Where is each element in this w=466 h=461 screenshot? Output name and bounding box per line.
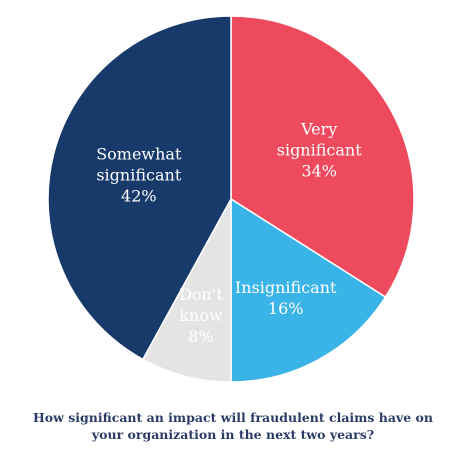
caption-line-2: your organization in the next two years?: [91, 427, 375, 442]
pie-category-label: Insignificant: [235, 278, 337, 297]
pie-value-label: 34%: [301, 162, 337, 181]
pie-category-label: Somewhat: [96, 144, 182, 163]
pie-label-somewhat-significant: Somewhat significant 42%: [96, 144, 182, 205]
pie-value-label: 8%: [188, 327, 213, 346]
pie-value-label: 16%: [268, 299, 304, 318]
pie-slice-very-significant: [230, 15, 415, 299]
pie-category-label: significant: [96, 165, 181, 184]
chart-caption: How significant an impact will fraudulen…: [0, 409, 466, 443]
pie-category-label: Don't: [179, 285, 223, 304]
caption-line-1: How significant an impact will fraudulen…: [33, 410, 433, 425]
pie-category-label: know: [179, 306, 223, 325]
pie-slice-somewhat-significant: [47, 15, 232, 361]
pie-slice-dont-know: [141, 198, 232, 383]
pie-category-label: significant: [277, 141, 362, 160]
pie-slices: [47, 15, 415, 383]
pie-labels: Very significant 34% Insignificant 16% Don't k…: [96, 120, 362, 347]
pie-category-label: Very: [300, 120, 337, 139]
pie-label-very-significant: Very significant 34%: [277, 120, 362, 181]
pie-label-insignificant: Insignificant 16%: [235, 278, 337, 318]
pie-slice-insignificant: [230, 197, 387, 383]
pie-value-label: 42%: [121, 186, 157, 205]
pie-label-dont-know: Don't know 8%: [179, 285, 223, 346]
